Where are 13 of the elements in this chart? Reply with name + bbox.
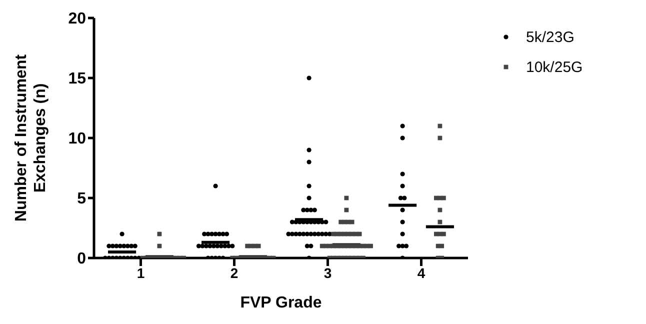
y-tick-label: 10 xyxy=(68,130,86,148)
x-tick-label: 2 xyxy=(230,264,238,281)
y-tick-label: 20 xyxy=(68,10,86,28)
y-tick-label: 0 xyxy=(77,250,86,268)
y-axis-title: Number of Instrument Exchanges (n) xyxy=(13,54,49,222)
x-axis-title: FVP Grade xyxy=(240,294,322,312)
legend-label: 5k/23G xyxy=(526,28,574,46)
legend-label: 10k/25G xyxy=(526,58,583,76)
x-tick-label: 4 xyxy=(417,264,426,281)
x-tick-label: 1 xyxy=(136,264,145,281)
x-tick-label: 3 xyxy=(324,264,332,281)
y-tick-label: 5 xyxy=(77,190,86,208)
y-tick-label: 15 xyxy=(68,70,86,88)
